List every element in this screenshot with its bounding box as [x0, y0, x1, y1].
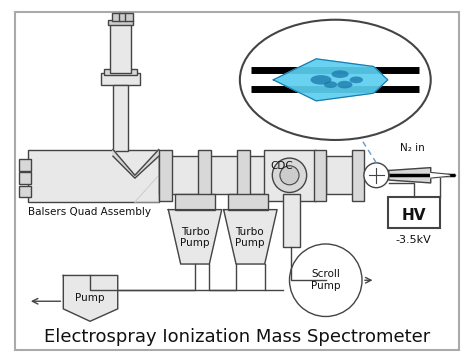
Ellipse shape — [240, 20, 431, 140]
Text: Electrospray Ionization Mass Spectrometer: Electrospray Ionization Mass Spectromete… — [44, 328, 430, 346]
Bar — [112, 13, 119, 21]
Text: Scroll
Pump: Scroll Pump — [311, 269, 340, 291]
Text: Turbo
Pump: Turbo Pump — [180, 227, 210, 248]
Ellipse shape — [337, 81, 353, 88]
Text: N₂ in: N₂ in — [400, 143, 425, 153]
Text: HV: HV — [401, 208, 426, 223]
Polygon shape — [431, 172, 450, 178]
Bar — [108, 20, 133, 25]
Ellipse shape — [331, 70, 349, 78]
Circle shape — [272, 158, 307, 193]
Circle shape — [290, 244, 362, 316]
Bar — [314, 150, 326, 201]
Bar — [118, 13, 126, 21]
Bar — [388, 197, 440, 228]
Polygon shape — [224, 210, 277, 264]
Polygon shape — [64, 275, 118, 321]
Circle shape — [280, 166, 299, 185]
Polygon shape — [113, 150, 159, 178]
Bar — [353, 150, 364, 201]
Bar — [326, 156, 355, 194]
Ellipse shape — [324, 81, 337, 88]
Bar — [159, 150, 172, 201]
Bar — [159, 156, 307, 194]
Text: Balsers Quad Assembly: Balsers Quad Assembly — [28, 207, 151, 217]
Ellipse shape — [350, 76, 363, 83]
Polygon shape — [168, 210, 222, 264]
Ellipse shape — [310, 75, 331, 85]
Bar — [264, 150, 316, 201]
Text: Pump: Pump — [75, 293, 105, 303]
Bar — [228, 194, 268, 210]
Bar — [101, 73, 140, 85]
Text: Turbo
Pump: Turbo Pump — [235, 227, 264, 248]
Bar — [19, 186, 31, 197]
Bar — [19, 172, 31, 184]
Bar — [28, 150, 159, 202]
Bar — [175, 194, 215, 210]
Bar — [125, 13, 133, 21]
Bar — [237, 150, 250, 201]
Bar — [198, 150, 211, 201]
Bar — [283, 194, 300, 247]
Text: CDC: CDC — [270, 161, 293, 171]
Polygon shape — [389, 168, 431, 183]
Bar — [110, 24, 131, 73]
Bar — [104, 70, 137, 75]
Bar — [113, 85, 128, 151]
Circle shape — [364, 163, 389, 188]
Bar — [19, 159, 31, 171]
Polygon shape — [273, 59, 388, 101]
Text: -3.5kV: -3.5kV — [396, 235, 431, 245]
